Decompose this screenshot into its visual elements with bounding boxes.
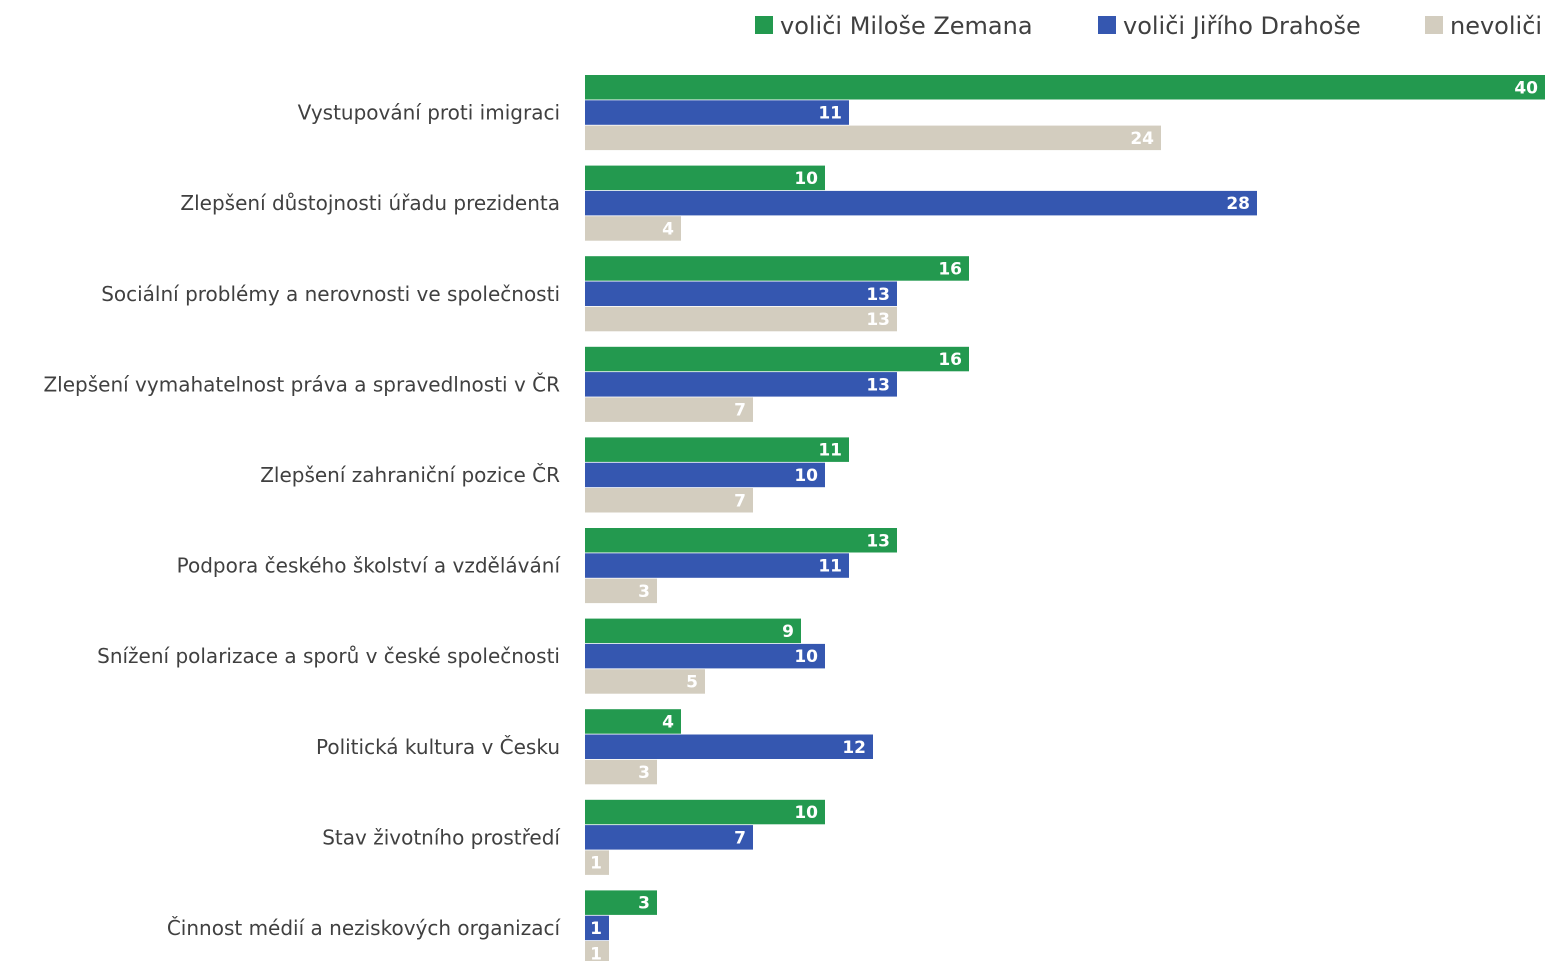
bar-volici-jiriho-drahose: [585, 100, 849, 125]
legend-swatch: [1098, 16, 1116, 34]
bar-volici-jiriho-drahose: [585, 915, 609, 941]
legend-item-volici-jiriho-drahose: voliči Jiřího Drahoše: [1098, 12, 1361, 40]
legend-item-nevolici: nevoliči: [1425, 12, 1542, 40]
bar-volici-jiriho-drahose: [585, 190, 1257, 216]
data-label-volici-jiriho-drahose: 10: [794, 647, 818, 667]
data-label-nevolici: 7: [734, 491, 746, 511]
data-label-nevolici: 5: [686, 672, 698, 692]
bar-volici-jiriho-drahose: [585, 462, 825, 488]
data-label-volici-milose-zemana: 9: [782, 622, 794, 642]
category-group-socialni-problemy-a-nerovnosti-ve-spolecnosti: 16 13 13: [585, 256, 969, 332]
data-label-volici-jiriho-drahose: 13: [866, 285, 890, 305]
category-group-zlepseni-vymahatelnost-prava-a-spravedlnosti-v-cr: 16 13 7: [585, 346, 969, 422]
bar-nevolici: [585, 125, 1161, 151]
data-label-volici-milose-zemana: 3: [638, 894, 650, 914]
bar-volici-milose-zemana: [585, 165, 825, 191]
bar-nevolici: [585, 397, 753, 422]
bar-volici-jiriho-drahose: [585, 643, 825, 669]
bar-nevolici: [585, 306, 897, 332]
legend-swatch: [755, 16, 773, 34]
category-group-zlepseni-dustojnosti-uradu-prezidenta: 10 28 4: [585, 165, 1257, 241]
bar-nevolici: [585, 216, 681, 241]
data-label-volici-jiriho-drahose: 11: [818, 104, 842, 124]
bar-volici-jiriho-drahose: [585, 825, 753, 850]
category-group-cinnost-medii-a-neziskovych-organizaci: 3 1 1: [585, 890, 657, 961]
bar-volici-milose-zemana: [585, 709, 681, 734]
bars-area: 4011241028416131316137111071311391054123…: [585, 75, 1545, 961]
category-label: Podpora českého školství a vzdělávání: [177, 554, 562, 578]
category-group-stav-zivotniho-prostredi: 10 7 1: [585, 799, 825, 875]
category-label: Zlepšení zahraniční pozice ČR: [260, 463, 560, 487]
data-label-nevolici: 24: [1130, 129, 1154, 149]
bar-volici-jiriho-drahose: [585, 553, 849, 578]
data-label-nevolici: 3: [638, 582, 650, 602]
bar-nevolici: [585, 669, 705, 694]
data-label-volici-jiriho-drahose: 28: [1226, 194, 1250, 214]
bar-nevolici: [585, 941, 609, 961]
category-group-politicka-kultura-v-cesku: 4 12 3: [585, 709, 873, 785]
data-label-volici-milose-zemana: 4: [662, 712, 674, 732]
bar-volici-milose-zemana: [585, 799, 825, 825]
bar-volici-jiriho-drahose: [585, 734, 873, 759]
data-label-volici-milose-zemana: 13: [866, 531, 890, 551]
category-label: Vystupování proti imigraci: [298, 101, 560, 125]
category-label: Zlepšení vymahatelnost práva a spravedln…: [43, 372, 560, 396]
data-label-nevolici: 13: [866, 310, 890, 330]
data-label-volici-jiriho-drahose: 12: [842, 738, 866, 758]
category-group-vystupovani-proti-imigraci: 40 11 24: [585, 75, 1545, 151]
category-label: Politická kultura v Česku: [316, 735, 560, 759]
data-label-volici-milose-zemana: 16: [938, 350, 962, 370]
category-label: Činnost médií a neziskových organizací: [167, 916, 562, 940]
data-label-volici-milose-zemana: 10: [794, 803, 818, 823]
legend-swatch: [1425, 16, 1443, 34]
data-label-nevolici: 3: [638, 763, 650, 783]
legend-label: nevoliči: [1450, 12, 1542, 40]
bar-volici-jiriho-drahose: [585, 281, 897, 306]
bar-volici-milose-zemana: [585, 75, 1545, 100]
bar-nevolici: [585, 759, 657, 785]
bar-volici-milose-zemana: [585, 437, 849, 462]
bar-nevolici: [585, 850, 609, 875]
data-label-nevolici: 7: [734, 401, 746, 421]
data-label-volici-jiriho-drahose: 10: [794, 466, 818, 486]
data-label-volici-jiriho-drahose: 13: [866, 375, 890, 395]
category-labels: Vystupování proti imigraci Zlepšení důsto…: [43, 101, 561, 940]
data-label-volici-jiriho-drahose: 7: [734, 828, 746, 848]
legend-item-volici-milose-zemana: voliči Miloše Zemana: [755, 12, 1033, 40]
data-label-nevolici: 1: [590, 854, 602, 874]
category-label: Snížení polarizace a sporů v české spole…: [97, 644, 560, 668]
bar-nevolici: [585, 578, 657, 604]
bar-volici-milose-zemana: [585, 890, 657, 915]
bar-volici-milose-zemana: [585, 346, 969, 372]
category-label: Stav životního prostředí: [322, 825, 561, 849]
legend-label: voliči Miloše Zemana: [780, 12, 1033, 40]
data-label-volici-jiriho-drahose: 11: [818, 557, 842, 577]
category-group-podpora-ceskeho-skolstvi-a-vzdelavani: 13 11 3: [585, 528, 897, 604]
legend-label: voliči Jiřího Drahoše: [1123, 12, 1361, 40]
data-label-volici-milose-zemana: 40: [1514, 78, 1538, 98]
data-label-nevolici: 1: [590, 944, 602, 961]
category-label: Sociální problémy a nerovnosti ve společ…: [101, 282, 560, 306]
category-label: Zlepšení důstojnosti úřadu prezidenta: [180, 191, 560, 215]
data-label-volici-milose-zemana: 10: [794, 169, 818, 189]
data-label-volici-milose-zemana: 16: [938, 259, 962, 279]
bar-volici-jiriho-drahose: [585, 372, 897, 397]
bar-volici-milose-zemana: [585, 618, 801, 644]
bar-nevolici: [585, 488, 753, 513]
category-group-snizeni-polarizace-a-sporu-v-ceske-spolecnosti: 910 5: [585, 618, 825, 694]
data-label-nevolici: 4: [662, 219, 674, 239]
data-label-volici-jiriho-drahose: 1: [590, 919, 602, 939]
bar-volici-milose-zemana: [585, 256, 969, 281]
bar-volici-milose-zemana: [585, 528, 897, 553]
legend: voliči Miloše Zemana voliči Jiřího Drahoš…: [755, 12, 1542, 40]
data-label-volici-milose-zemana: 11: [818, 441, 842, 461]
